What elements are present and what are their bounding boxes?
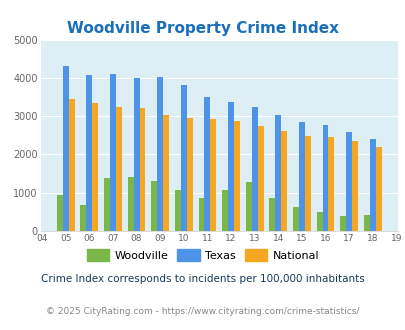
Bar [257, 126, 263, 231]
Bar [204, 97, 210, 231]
Bar [328, 137, 334, 231]
Bar [63, 66, 68, 231]
Bar [57, 195, 63, 231]
Bar [316, 212, 322, 231]
Bar [375, 147, 381, 231]
Bar [180, 85, 186, 231]
Bar [128, 178, 133, 231]
Bar [245, 182, 251, 231]
Bar [139, 108, 145, 231]
Bar [233, 121, 239, 231]
Bar [228, 102, 233, 231]
Bar [345, 132, 351, 231]
Bar [115, 107, 122, 231]
Bar [339, 216, 345, 231]
Text: Crime Index corresponds to incidents per 100,000 inhabitants: Crime Index corresponds to incidents per… [41, 274, 364, 284]
Legend: Woodville, Texas, National: Woodville, Texas, National [82, 245, 323, 265]
Bar [163, 115, 168, 231]
Bar [322, 125, 328, 231]
Bar [133, 78, 139, 231]
Bar [281, 131, 286, 231]
Bar [175, 190, 180, 231]
Bar [210, 119, 216, 231]
Bar [104, 178, 110, 231]
Bar [86, 75, 92, 231]
Bar [68, 99, 75, 231]
Bar [269, 198, 275, 231]
Bar [157, 77, 163, 231]
Bar [80, 205, 86, 231]
Text: © 2025 CityRating.com - https://www.cityrating.com/crime-statistics/: © 2025 CityRating.com - https://www.city… [46, 307, 359, 315]
Bar [251, 107, 257, 231]
Bar [92, 103, 98, 231]
Text: Woodville Property Crime Index: Woodville Property Crime Index [67, 21, 338, 36]
Bar [151, 181, 157, 231]
Bar [298, 122, 304, 231]
Bar [369, 139, 375, 231]
Bar [186, 118, 192, 231]
Bar [275, 115, 281, 231]
Bar [222, 190, 228, 231]
Bar [110, 74, 115, 231]
Bar [363, 214, 369, 231]
Bar [292, 207, 298, 231]
Bar [198, 198, 204, 231]
Bar [351, 141, 357, 231]
Bar [304, 136, 310, 231]
